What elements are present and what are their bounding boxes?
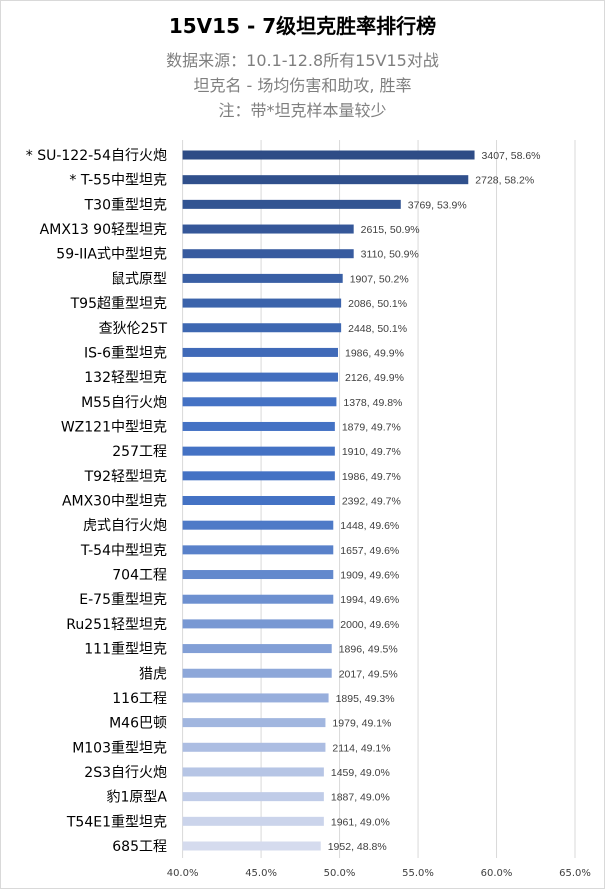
bar: [182, 841, 321, 851]
category-label: 猎虎: [139, 666, 167, 682]
x-tick-label: 60.0%: [481, 868, 513, 879]
category-label: IS-6重型坦克: [84, 345, 167, 361]
bar: [182, 594, 334, 604]
category-label: WZ121中型坦克: [61, 419, 167, 435]
data-label: 1895, 49.3%: [336, 693, 395, 705]
category-label: 虎式自行火炮: [83, 518, 167, 534]
category-label: * SU-122-54自行火炮: [26, 148, 167, 164]
bar: [182, 372, 338, 382]
bar: [182, 421, 335, 431]
category-label: M55自行火炮: [81, 395, 167, 411]
data-label: 2728, 58.2%: [475, 175, 534, 187]
category-label: 鼠式原型: [111, 271, 167, 287]
bar: [182, 323, 342, 333]
category-label: 豹1原型A: [107, 790, 168, 806]
bar: [182, 570, 334, 580]
category-label: M46巴顿: [109, 716, 167, 732]
bar: [182, 619, 334, 629]
data-label: 1459, 49.0%: [331, 767, 390, 779]
data-label: 1378, 49.8%: [343, 397, 402, 409]
x-tick-label: 65.0%: [559, 868, 591, 879]
data-label: 1910, 49.7%: [342, 446, 401, 458]
data-label: 3407, 58.6%: [482, 150, 541, 162]
chart-subtitle-note: 注：带*坦克样本量较少: [218, 101, 387, 120]
x-tick-label: 40.0%: [167, 868, 199, 879]
category-label: 111重型坦克: [84, 642, 167, 658]
bar: [182, 199, 401, 209]
category-label: M103重型坦克: [72, 740, 167, 756]
data-label: 3769, 53.9%: [408, 199, 467, 211]
bar: [182, 347, 338, 357]
bar: [182, 767, 324, 777]
data-label: 1448, 49.6%: [340, 520, 399, 532]
bar: [182, 545, 334, 555]
category-label: AMX30中型坦克: [62, 494, 167, 510]
bar: [182, 693, 329, 703]
bar: [182, 668, 332, 678]
bar: [182, 718, 326, 728]
data-label: 1952, 48.8%: [328, 841, 387, 853]
category-label: T30重型坦克: [84, 197, 167, 213]
bar: [182, 298, 342, 308]
bar: [182, 644, 332, 654]
category-label: 257工程: [112, 444, 167, 460]
bar: [182, 273, 343, 283]
data-label: 1994, 49.6%: [340, 594, 399, 606]
data-label: 1879, 49.7%: [342, 421, 401, 433]
x-tick-label: 45.0%: [245, 868, 277, 879]
x-tick-label: 50.0%: [324, 868, 356, 879]
data-label: 2086, 50.1%: [348, 298, 407, 310]
category-label: 132轻型坦克: [84, 370, 167, 386]
bar: [182, 397, 337, 407]
data-label: 1896, 49.5%: [339, 644, 398, 656]
category-label: E-75重型坦克: [79, 592, 167, 608]
data-label: 2000, 49.6%: [340, 619, 399, 631]
data-label: 1986, 49.7%: [342, 471, 401, 483]
category-label: AMX13 90轻型坦克: [40, 222, 167, 238]
category-label: Ru251轻型坦克: [66, 617, 167, 633]
data-label: 1986, 49.9%: [345, 347, 404, 359]
chart-subtitle-legend: 坦克名 - 场均伤害和助攻, 胜率: [193, 76, 412, 95]
category-label: 2S3自行火炮: [84, 765, 167, 781]
data-label: 1979, 49.1%: [332, 718, 391, 730]
category-label: T92轻型坦克: [84, 469, 167, 485]
data-label: 1887, 49.0%: [331, 792, 390, 804]
bar: [182, 792, 324, 802]
data-label: 3110, 50.9%: [361, 249, 419, 261]
chart-subtitle-source: 数据来源：10.1-12.8所有15V15对战: [166, 51, 439, 70]
x-tick-label: 55.0%: [402, 868, 434, 879]
category-label: * T-55中型坦克: [69, 173, 167, 189]
category-label: 116工程: [112, 691, 167, 707]
bar: [182, 446, 335, 456]
data-label: 2126, 49.9%: [345, 372, 404, 384]
bar: [182, 175, 469, 185]
bar: [182, 224, 354, 234]
data-label: 2114, 49.1%: [332, 742, 390, 754]
category-label: T54E1重型坦克: [66, 814, 167, 830]
category-label: T95超重型坦克: [70, 296, 167, 312]
bar: [182, 150, 475, 160]
bar: [182, 520, 334, 530]
bar: [182, 471, 335, 481]
bar: [182, 816, 324, 826]
bar: [182, 249, 354, 259]
data-label: 1907, 50.2%: [350, 273, 409, 285]
category-label: 查狄伦25T: [99, 321, 168, 337]
bar: [182, 742, 326, 752]
data-label: 2448, 50.1%: [348, 323, 407, 335]
category-label: T-54中型坦克: [80, 543, 167, 559]
category-label: 59-IIA式中型坦克: [56, 247, 167, 263]
chart-title: 15V15 - 7级坦克胜率排行榜: [168, 14, 437, 38]
category-label: 704工程: [112, 568, 167, 584]
data-label: 2392, 49.7%: [342, 496, 401, 508]
data-label: 2615, 50.9%: [361, 224, 420, 236]
category-label: 685工程: [112, 839, 167, 855]
data-label: 1657, 49.6%: [340, 545, 399, 557]
data-label: 2017, 49.5%: [339, 668, 398, 680]
bar: [182, 496, 335, 505]
data-label: 1961, 49.0%: [331, 816, 390, 828]
data-label: 1909, 49.6%: [340, 570, 399, 582]
